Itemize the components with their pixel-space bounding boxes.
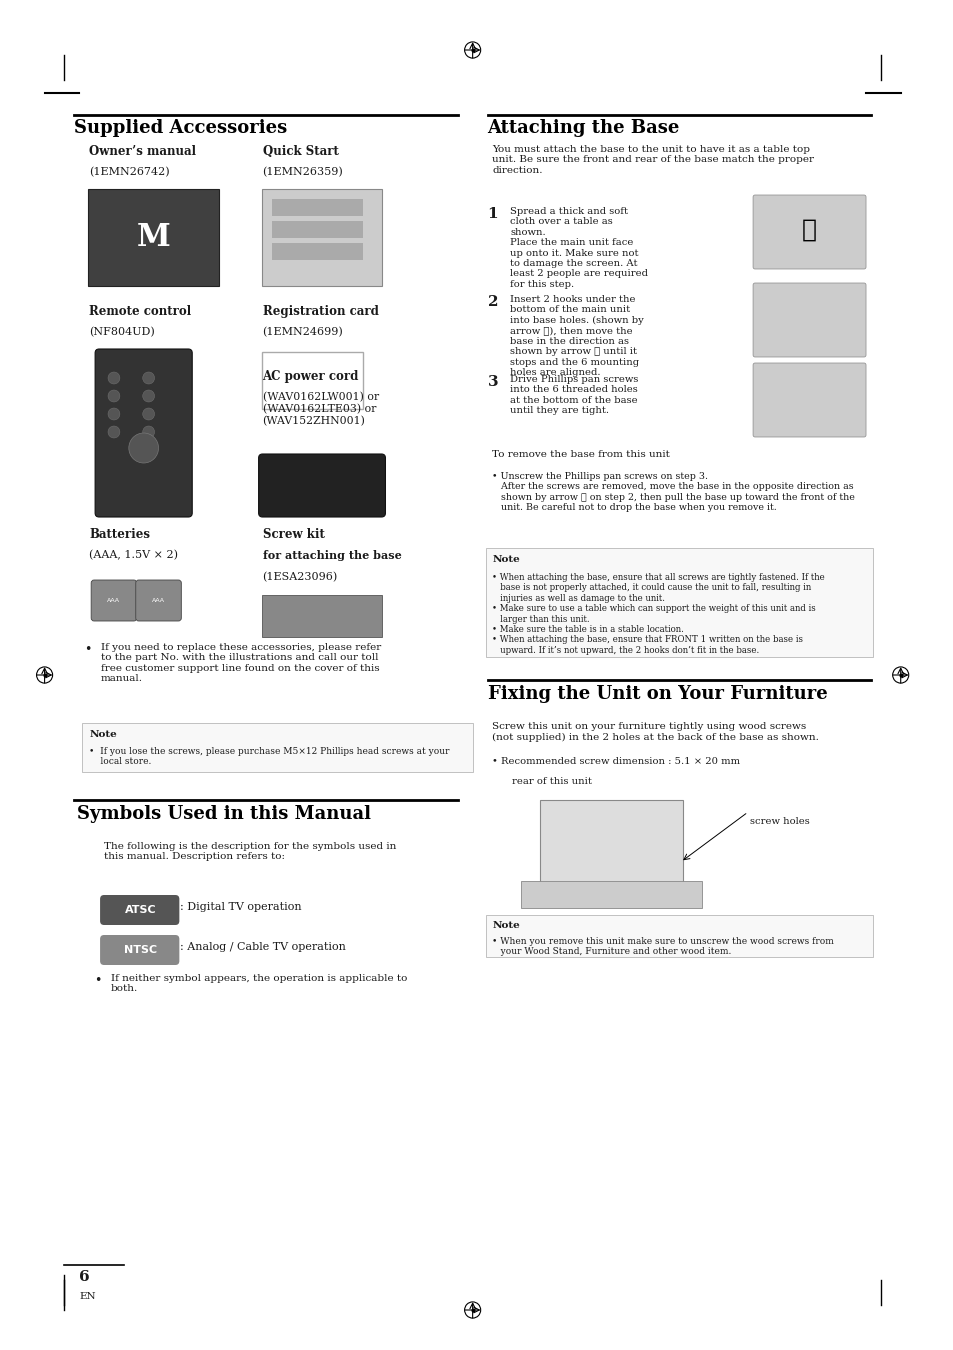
Circle shape xyxy=(143,408,154,420)
FancyBboxPatch shape xyxy=(752,363,865,437)
Text: : Digital TV operation: : Digital TV operation xyxy=(180,902,302,913)
Text: 6: 6 xyxy=(79,1270,90,1284)
Text: Registration card: Registration card xyxy=(262,305,378,319)
Text: 📺: 📺 xyxy=(801,217,816,242)
FancyBboxPatch shape xyxy=(135,580,181,621)
Circle shape xyxy=(143,390,154,402)
Text: NTSC: NTSC xyxy=(124,945,157,954)
FancyBboxPatch shape xyxy=(485,915,872,957)
Text: (1EMN26742): (1EMN26742) xyxy=(89,167,170,177)
Text: • Recommended screw dimension : 5.1 × 20 mm: • Recommended screw dimension : 5.1 × 20… xyxy=(492,757,740,765)
Text: Supplied Accessories: Supplied Accessories xyxy=(74,119,287,136)
Circle shape xyxy=(143,373,154,383)
Text: To remove the base from this unit: To remove the base from this unit xyxy=(492,450,670,459)
Text: : Analog / Cable TV operation: : Analog / Cable TV operation xyxy=(180,942,346,952)
Text: 2: 2 xyxy=(487,296,497,309)
Circle shape xyxy=(129,433,158,463)
Text: (AAA, 1.5V × 2): (AAA, 1.5V × 2) xyxy=(89,549,178,560)
Text: • When attaching the base, ensure that all screws are tightly fastened. If the
 : • When attaching the base, ensure that a… xyxy=(492,572,824,655)
Circle shape xyxy=(108,408,120,420)
Text: Insert 2 hooks under the
bottom of the main unit
into base holes. (shown by
arro: Insert 2 hooks under the bottom of the m… xyxy=(510,296,643,377)
Text: rear of this unit: rear of this unit xyxy=(512,778,591,786)
Text: Owner’s manual: Owner’s manual xyxy=(89,144,196,158)
FancyBboxPatch shape xyxy=(88,189,219,286)
FancyBboxPatch shape xyxy=(752,284,865,356)
FancyBboxPatch shape xyxy=(272,243,362,261)
Text: AAA: AAA xyxy=(152,598,165,602)
Text: Screw kit: Screw kit xyxy=(262,528,324,541)
Text: for attaching the base: for attaching the base xyxy=(262,549,401,562)
Text: Batteries: Batteries xyxy=(89,528,150,541)
Text: 1: 1 xyxy=(487,207,497,221)
Text: Attaching the Base: Attaching the Base xyxy=(487,119,679,136)
FancyBboxPatch shape xyxy=(520,882,700,909)
Text: Spread a thick and soft
cloth over a table as
shown.
Place the main unit face
up: Spread a thick and soft cloth over a tab… xyxy=(510,207,648,289)
Circle shape xyxy=(108,373,120,383)
FancyBboxPatch shape xyxy=(752,194,865,269)
Text: EN: EN xyxy=(79,1292,96,1301)
FancyBboxPatch shape xyxy=(100,936,179,965)
Text: (WAV0162LW001) or
(WAV0162LTE03) or
(WAV152ZHN001): (WAV0162LW001) or (WAV0162LTE03) or (WAV… xyxy=(262,392,378,427)
FancyBboxPatch shape xyxy=(82,724,472,772)
Text: 3: 3 xyxy=(487,375,497,389)
FancyBboxPatch shape xyxy=(485,548,872,657)
Text: Symbols Used in this Manual: Symbols Used in this Manual xyxy=(77,805,371,823)
Text: Note: Note xyxy=(492,921,519,930)
Text: M: M xyxy=(136,221,171,252)
Text: You must attach the base to the unit to have it as a table top
unit. Be sure the: You must attach the base to the unit to … xyxy=(492,144,814,174)
Text: Screw this unit on your furniture tightly using wood screws
(not supplied) in th: Screw this unit on your furniture tightl… xyxy=(492,722,819,741)
Text: screw holes: screw holes xyxy=(749,817,809,826)
Text: Quick Start: Quick Start xyxy=(262,144,338,158)
Text: (NF804UD): (NF804UD) xyxy=(89,327,154,338)
Text: (1EMN26359): (1EMN26359) xyxy=(262,167,343,177)
Text: AAA: AAA xyxy=(108,598,120,602)
Text: Fixing the Unit on Your Furniture: Fixing the Unit on Your Furniture xyxy=(487,684,826,703)
Text: Note: Note xyxy=(89,730,117,738)
Circle shape xyxy=(108,390,120,402)
FancyBboxPatch shape xyxy=(539,801,682,884)
Text: AC power cord: AC power cord xyxy=(262,370,358,383)
Text: If you need to replace these accessories, please refer
to the part No. with the : If you need to replace these accessories… xyxy=(101,643,381,683)
Text: (1ESA23096): (1ESA23096) xyxy=(262,572,337,582)
Text: •: • xyxy=(94,973,101,987)
Text: Remote control: Remote control xyxy=(89,305,192,319)
Text: The following is the description for the symbols used in
this manual. Descriptio: The following is the description for the… xyxy=(104,842,396,861)
Text: •  If you lose the screws, please purchase M5×12 Phillips head screws at your
  : • If you lose the screws, please purchas… xyxy=(89,747,449,767)
Text: • Unscrew the Phillips pan screws on step 3.
   After the screws are removed, mo: • Unscrew the Phillips pan screws on ste… xyxy=(492,472,855,512)
FancyBboxPatch shape xyxy=(258,454,385,517)
FancyBboxPatch shape xyxy=(100,895,179,925)
FancyBboxPatch shape xyxy=(261,595,382,637)
Text: (1EMN24699): (1EMN24699) xyxy=(262,327,343,338)
Text: Drive Phillips pan screws
into the 6 threaded holes
at the bottom of the base
un: Drive Phillips pan screws into the 6 thr… xyxy=(510,375,638,416)
Text: If neither symbol appears, the operation is applicable to
both.: If neither symbol appears, the operation… xyxy=(111,973,407,994)
Text: Note: Note xyxy=(492,555,519,564)
Circle shape xyxy=(108,427,120,437)
FancyBboxPatch shape xyxy=(272,221,362,238)
Circle shape xyxy=(143,427,154,437)
Text: •: • xyxy=(84,643,91,656)
FancyBboxPatch shape xyxy=(95,350,192,517)
FancyBboxPatch shape xyxy=(261,352,362,409)
FancyBboxPatch shape xyxy=(91,580,136,621)
Text: • When you remove this unit make sure to unscrew the wood screws from
   your Wo: • When you remove this unit make sure to… xyxy=(492,937,834,956)
Text: ATSC: ATSC xyxy=(125,904,156,915)
FancyBboxPatch shape xyxy=(272,198,362,216)
FancyBboxPatch shape xyxy=(261,189,382,286)
